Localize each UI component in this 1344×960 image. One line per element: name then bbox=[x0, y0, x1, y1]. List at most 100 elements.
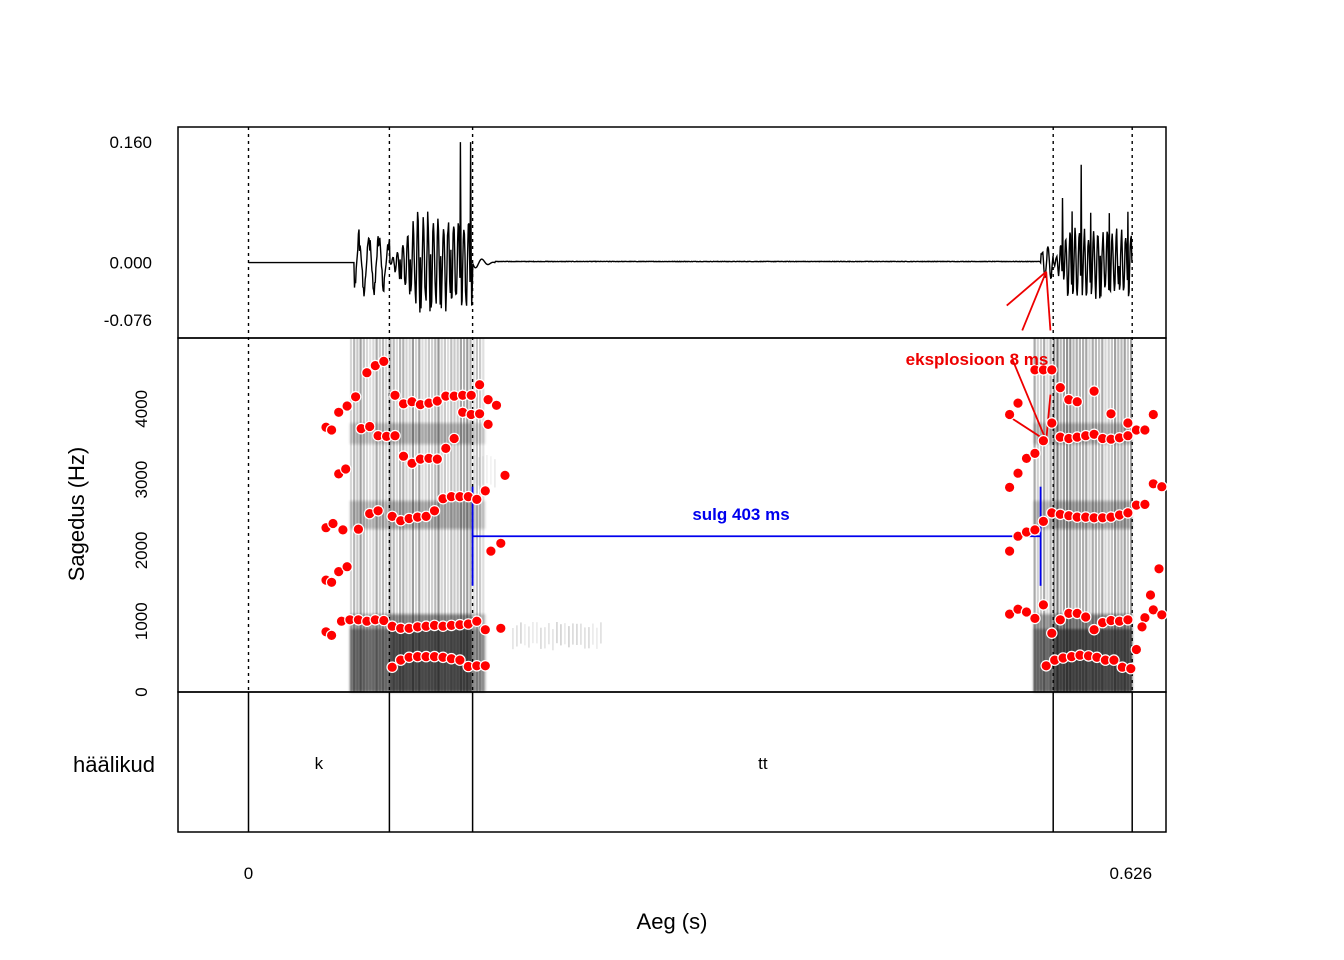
burst-annotation bbox=[1006, 271, 1052, 442]
spectrogram-smudge bbox=[486, 455, 488, 484]
formant-point bbox=[473, 407, 486, 420]
formant-point bbox=[327, 517, 339, 530]
waveform-tick-label: 0.000 bbox=[109, 254, 152, 273]
formant-point bbox=[428, 504, 441, 517]
formant-point bbox=[1037, 599, 1050, 611]
burst-pointer-line bbox=[1021, 271, 1048, 331]
spectrogram-smudge bbox=[494, 459, 496, 488]
formant-point bbox=[1054, 381, 1067, 394]
spectrogram-smudge bbox=[544, 627, 546, 649]
formant-point bbox=[1012, 397, 1024, 409]
spectrogram-smudge bbox=[474, 455, 476, 484]
spectrogram-smudge bbox=[540, 627, 542, 649]
formant-point bbox=[389, 389, 401, 402]
spectrogram-band bbox=[1033, 628, 1054, 692]
formant-point bbox=[470, 493, 483, 506]
spectrogram-smudge bbox=[516, 625, 518, 647]
formant-point bbox=[386, 661, 398, 673]
formant-point bbox=[1088, 385, 1100, 397]
formant-point bbox=[1147, 408, 1160, 421]
formant-point bbox=[1037, 515, 1050, 528]
spectrogram-band bbox=[472, 500, 486, 530]
burst-pointer-line bbox=[1011, 358, 1048, 442]
formant-points bbox=[320, 355, 1168, 675]
formant-point bbox=[479, 623, 492, 636]
formant-point bbox=[377, 614, 390, 627]
spectrogram-smudge bbox=[482, 456, 484, 485]
frequency-tick-label: 3000 bbox=[132, 461, 151, 499]
spectrogram-smudge bbox=[596, 627, 598, 649]
spectrogram-smudge bbox=[520, 622, 522, 644]
formant-point bbox=[1108, 654, 1120, 666]
spectrogram-smudge bbox=[584, 627, 586, 649]
x-tick-label: 0.626 bbox=[1110, 864, 1153, 883]
formant-point bbox=[341, 560, 353, 573]
formant-point bbox=[1122, 613, 1134, 626]
formant-point bbox=[377, 355, 390, 368]
formant-point bbox=[490, 399, 503, 412]
formant-point bbox=[431, 395, 444, 407]
frequency-tick-label: 1000 bbox=[132, 602, 151, 640]
formant-point bbox=[372, 504, 384, 517]
formant-point bbox=[1003, 545, 1016, 557]
formant-point bbox=[1156, 608, 1168, 621]
spectrogram-band bbox=[472, 423, 486, 445]
tier-label: häälikud bbox=[73, 752, 155, 777]
formant-point bbox=[349, 390, 362, 403]
formant-point bbox=[479, 485, 492, 497]
formant-point bbox=[1012, 467, 1024, 479]
formant-point bbox=[1029, 447, 1041, 460]
segment-labels: k tt bbox=[315, 754, 768, 773]
burst-pointer-line bbox=[1045, 394, 1052, 441]
waveform-tick-label: -0.076 bbox=[104, 311, 152, 330]
formant-point bbox=[1029, 612, 1041, 625]
spectrogram-smudge bbox=[528, 626, 530, 648]
segment-boundaries bbox=[247, 127, 1133, 832]
formant-point bbox=[465, 389, 477, 402]
waveform-line bbox=[248, 142, 1133, 313]
spectrogram-smudge bbox=[592, 623, 594, 645]
formant-point bbox=[454, 654, 466, 666]
spectrogram-smudge bbox=[580, 623, 582, 645]
spectrogram-smudge bbox=[568, 626, 570, 648]
formant-point bbox=[485, 545, 497, 557]
y-axis-label: Sagedus (Hz) bbox=[64, 447, 89, 582]
spectrogram-band bbox=[349, 628, 390, 692]
frequency-tick-label: 2000 bbox=[132, 531, 151, 569]
formant-point bbox=[337, 524, 349, 536]
formant-point bbox=[1105, 407, 1117, 420]
spectrogram-smudge bbox=[478, 457, 480, 486]
formant-point bbox=[341, 400, 353, 412]
spectrogram-smudge bbox=[564, 623, 566, 645]
burst-pointer-line bbox=[1006, 271, 1047, 307]
formant-point bbox=[473, 378, 486, 391]
spectrogram-smudge bbox=[512, 628, 514, 650]
formant-point bbox=[363, 420, 376, 433]
spectrogram-smudge bbox=[490, 456, 492, 485]
formant-point bbox=[361, 366, 373, 379]
formant-point bbox=[325, 424, 338, 436]
formant-point bbox=[1054, 613, 1067, 626]
spectrogram-smudge bbox=[588, 627, 590, 649]
formant-point bbox=[1122, 429, 1134, 442]
formant-point bbox=[397, 450, 410, 462]
formant-point bbox=[1046, 627, 1058, 639]
formant-point bbox=[1139, 498, 1151, 511]
formant-point bbox=[499, 469, 511, 482]
formant-point bbox=[1046, 417, 1058, 429]
formant-point bbox=[431, 453, 444, 465]
formant-point bbox=[1003, 608, 1016, 620]
spectrogram-smudge bbox=[572, 623, 574, 645]
formant-point bbox=[494, 537, 507, 550]
spectrogram-smudge bbox=[524, 624, 526, 646]
spectrogram-smudge bbox=[600, 622, 602, 644]
axis-ticks: 0 0.626 0.160 0.000 -0.076 0 1000 2000 3000 4000 bbox=[104, 133, 1152, 883]
x-tick-label: 0 bbox=[244, 864, 253, 883]
formant-point bbox=[1122, 417, 1134, 429]
waveform-panel bbox=[177, 126, 1167, 339]
formant-point bbox=[1037, 434, 1050, 447]
spectrogram-band bbox=[472, 628, 486, 692]
spectrogram-panel bbox=[177, 337, 1167, 693]
burst-pointer-line bbox=[1045, 271, 1052, 331]
